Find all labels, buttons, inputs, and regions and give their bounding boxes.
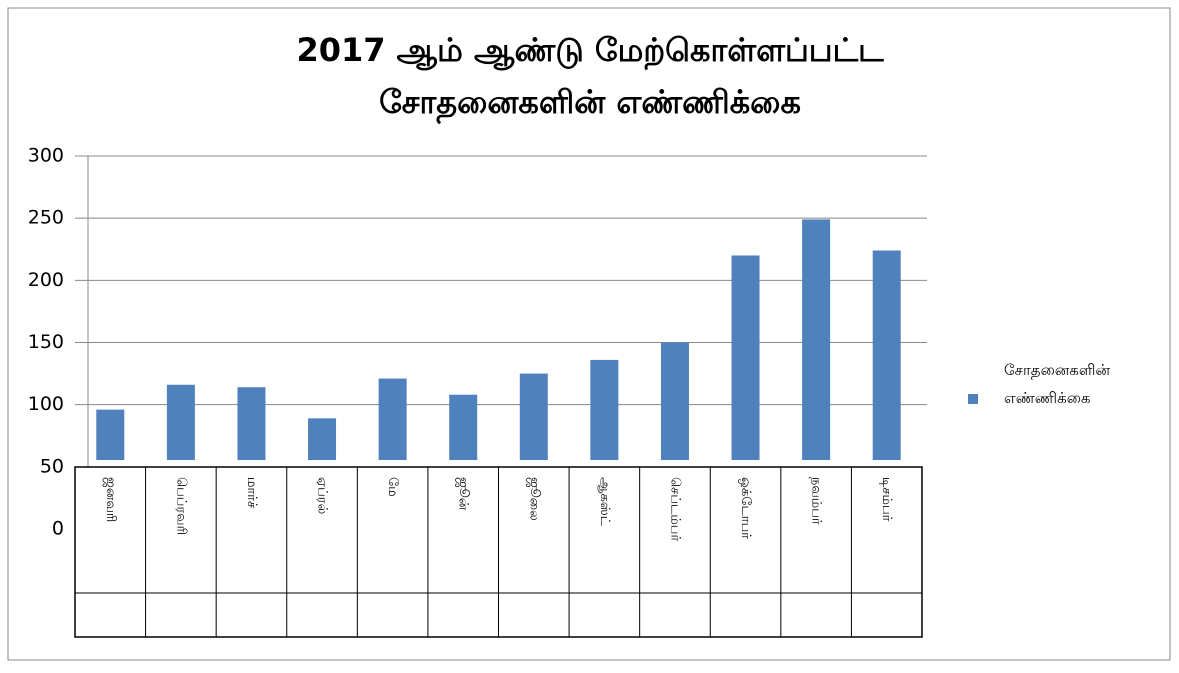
legend-label: சோதனைகளின் எண்ணிக்கை bbox=[1004, 361, 1110, 407]
x-tick-label: செப்டம்பர் bbox=[667, 477, 682, 541]
bar bbox=[731, 255, 760, 460]
x-tick-label: டிசம்பர் bbox=[879, 477, 894, 522]
bar bbox=[590, 359, 619, 460]
chart-border bbox=[7, 7, 1171, 661]
y-tick-label: 0 bbox=[52, 518, 64, 540]
bar bbox=[166, 384, 195, 460]
bar bbox=[872, 250, 901, 460]
y-tick-label: 300 bbox=[28, 145, 64, 167]
bar bbox=[449, 394, 478, 460]
bar bbox=[308, 418, 337, 460]
x-tick-label: பெப்ரவரி bbox=[173, 477, 188, 535]
bar bbox=[237, 387, 266, 460]
x-tick-label: ஒக்டோபர் bbox=[738, 477, 753, 539]
y-tick-label: 100 bbox=[28, 393, 64, 415]
y-tick-label: 50 bbox=[40, 455, 64, 477]
bar bbox=[96, 409, 125, 460]
y-tick-label: 200 bbox=[28, 269, 64, 291]
x-tick-label: ஜூலை bbox=[526, 477, 541, 521]
bar bbox=[802, 219, 831, 460]
bar bbox=[660, 342, 689, 460]
x-tick-label: ஆகஸ்ட் bbox=[597, 477, 612, 527]
y-tick-label: 150 bbox=[28, 331, 64, 353]
x-tick-label: நவம்பர் bbox=[809, 477, 824, 525]
bar bbox=[378, 378, 407, 460]
y-tick-label: 250 bbox=[28, 207, 64, 229]
bar bbox=[519, 373, 548, 460]
x-tick-label: மே bbox=[385, 477, 400, 497]
chart-title: சோதனைகளின் எண்ணிக்கை bbox=[379, 83, 801, 124]
x-tick-label: மார்ச் bbox=[244, 477, 259, 508]
chart-title: 2017 ஆம் ஆண்டு மேற்கொள்ளப்பட்ட bbox=[296, 31, 884, 71]
x-tick-label: ஜனவரி bbox=[103, 477, 118, 522]
legend-swatch bbox=[968, 394, 978, 404]
x-tick-label: ஜூன் bbox=[456, 477, 471, 511]
x-tick-label: ஏப்ரல் bbox=[315, 477, 330, 515]
